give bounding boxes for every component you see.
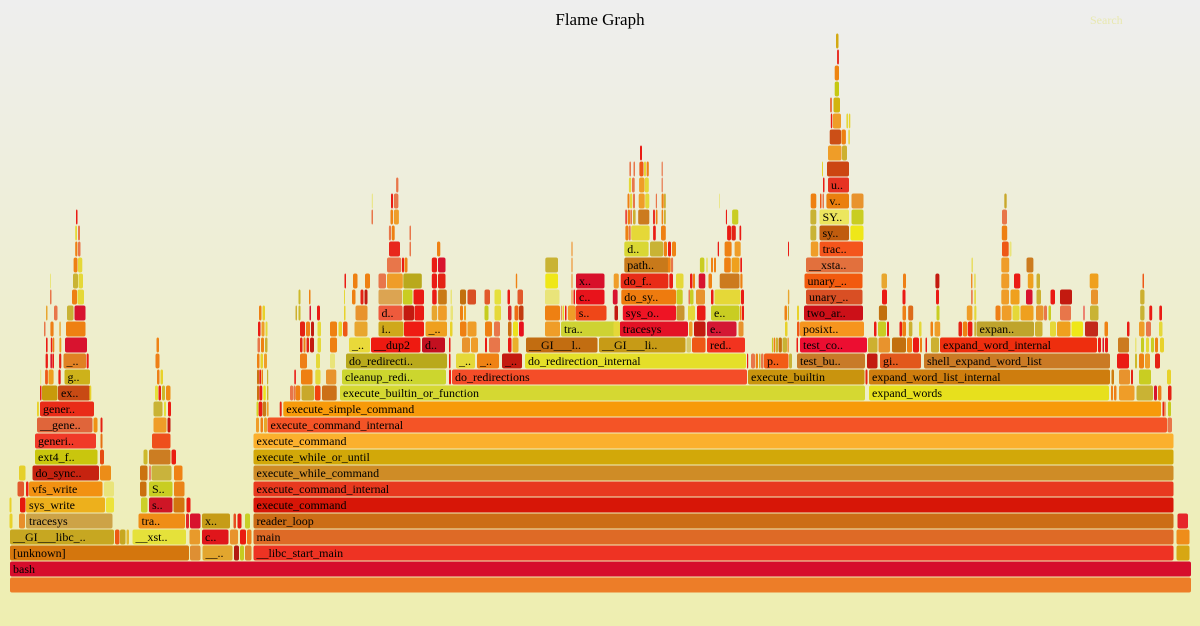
svg-text:[unknown]: [unknown] (13, 546, 66, 560)
svg-text:expand_words: expand_words (872, 386, 942, 400)
svg-text:test_co..: test_co.. (803, 338, 843, 352)
svg-text:generi..: generi.. (38, 434, 74, 448)
svg-text:Flame Graph: Flame Graph (555, 10, 645, 29)
svg-text:execute_while_or_until: execute_while_or_until (257, 450, 371, 464)
svg-text:_..: _.. (351, 338, 364, 352)
svg-text:e..: e.. (710, 322, 721, 336)
svg-text:v..: v.. (829, 194, 840, 208)
svg-text:bash: bash (13, 562, 35, 576)
svg-text:expan..: expan.. (980, 322, 1015, 336)
svg-text:d..: d.. (627, 242, 639, 256)
svg-text:do_sync..: do_sync.. (36, 466, 82, 480)
svg-text:tra..: tra.. (142, 514, 161, 528)
svg-text:Search: Search (1090, 13, 1123, 27)
svg-text:c..: c.. (205, 530, 216, 544)
svg-text:main: main (257, 530, 281, 544)
svg-text:do_redirecti..: do_redirecti.. (349, 354, 413, 368)
svg-text:cleanup_redi..: cleanup_redi.. (345, 370, 413, 384)
svg-text:_..: _.. (458, 354, 471, 368)
svg-text:SY..: SY.. (823, 210, 843, 224)
svg-text:ex..: ex.. (61, 386, 78, 400)
svg-text:do_f..: do_f.. (624, 274, 652, 288)
svg-text:s..: s.. (579, 306, 590, 320)
svg-text:do_redirection_internal: do_redirection_internal (528, 354, 641, 368)
svg-text:do_sy..: do_sy.. (624, 290, 658, 304)
svg-text:sys_write: sys_write (29, 498, 75, 512)
svg-text:trac..: trac.. (823, 242, 847, 256)
svg-text:__GI___libc_..: __GI___libc_.. (12, 530, 86, 544)
svg-text:posixt..: posixt.. (803, 322, 838, 336)
svg-text:ext4_f..: ext4_f.. (38, 450, 75, 464)
svg-text:_..: _.. (479, 354, 492, 368)
svg-text:s..: s.. (152, 498, 163, 512)
svg-text:x..: x.. (579, 274, 591, 288)
svg-text:execute_command: execute_command (257, 434, 347, 448)
svg-text:gi..: gi.. (883, 354, 898, 368)
svg-text:i..: i.. (382, 322, 391, 336)
svg-text:p..: p.. (767, 354, 779, 368)
svg-text:execute_builtin_or_function: execute_builtin_or_function (343, 386, 479, 400)
svg-text:sy..: sy.. (823, 226, 839, 240)
svg-text:__GI___l..: __GI___l.. (528, 338, 581, 352)
svg-text:tracesys: tracesys (29, 514, 68, 528)
svg-text:expand_word_list_internal: expand_word_list_internal (872, 370, 1001, 384)
svg-text:d..: d.. (425, 338, 437, 352)
svg-text:shell_expand_word_list: shell_expand_word_list (927, 354, 1042, 368)
svg-text:S..: S.. (152, 482, 165, 496)
svg-text:sys_o..: sys_o.. (626, 306, 659, 320)
svg-text:unary_..: unary_.. (809, 290, 848, 304)
svg-text:execute_command: execute_command (257, 498, 347, 512)
svg-text:test_bu..: test_bu.. (800, 354, 841, 368)
svg-text:execute_while_command: execute_while_command (257, 466, 380, 480)
svg-text:red..: red.. (710, 338, 731, 352)
svg-text:execute_command_internal: execute_command_internal (271, 418, 404, 432)
svg-text:__xst..: __xst.. (135, 530, 168, 544)
svg-text:g..: g.. (68, 370, 80, 384)
svg-text:__gene..: __gene.. (39, 418, 81, 432)
svg-text:c..: c.. (579, 290, 590, 304)
svg-text:vfs_write: vfs_write (32, 482, 77, 496)
svg-text:x..: x.. (205, 514, 217, 528)
svg-text:reader_loop: reader_loop (257, 514, 314, 528)
svg-text:unary_..: unary_.. (808, 274, 847, 288)
svg-text:__libc_start_main: __libc_start_main (256, 546, 344, 560)
svg-text:execute_command_internal: execute_command_internal (257, 482, 390, 496)
svg-text:d..: d.. (382, 306, 394, 320)
svg-text:e..: e.. (714, 306, 725, 320)
svg-text:tracesys: tracesys (623, 322, 662, 336)
svg-text:expand_word_internal: expand_word_internal (943, 338, 1052, 352)
svg-text:do_redirections: do_redirections (455, 370, 530, 384)
svg-text:two_ar..: two_ar.. (807, 306, 846, 320)
svg-text:execute_simple_command: execute_simple_command (286, 402, 414, 416)
svg-text:gener..: gener.. (43, 402, 75, 416)
svg-text:tra..: tra.. (564, 322, 583, 336)
svg-text:__dup2: __dup2 (373, 338, 410, 352)
svg-text:_..: _.. (504, 354, 517, 368)
svg-text:_..: _.. (428, 322, 441, 336)
svg-text:__xsta..: __xsta.. (808, 258, 846, 272)
svg-text:__..: __.. (205, 546, 224, 560)
svg-text:__GI___li..: __GI___li.. (601, 338, 657, 352)
svg-text:u..: u.. (831, 178, 843, 192)
svg-text:_..: _.. (66, 354, 79, 368)
svg-text:path..: path.. (627, 258, 654, 272)
svg-text:execute_builtin: execute_builtin (751, 370, 825, 384)
